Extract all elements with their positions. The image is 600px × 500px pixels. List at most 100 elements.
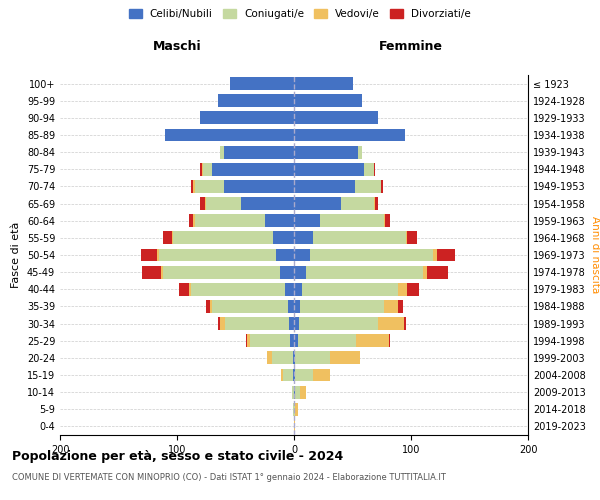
Bar <box>364 163 374 175</box>
Bar <box>300 300 384 313</box>
Bar <box>380 180 383 193</box>
Bar <box>427 266 448 278</box>
Bar <box>293 403 294 415</box>
Bar <box>294 420 295 433</box>
Bar <box>220 146 224 158</box>
Bar <box>230 77 294 90</box>
Bar <box>355 180 380 193</box>
Bar <box>294 403 295 415</box>
Bar <box>189 283 191 296</box>
Bar <box>172 232 173 244</box>
Bar <box>203 163 212 175</box>
Bar <box>295 386 300 398</box>
Bar <box>295 352 330 364</box>
Bar <box>293 368 294 382</box>
Bar <box>292 386 294 398</box>
Bar <box>294 368 295 382</box>
Bar <box>294 352 295 364</box>
Bar <box>299 317 378 330</box>
Bar <box>200 163 202 175</box>
Bar <box>433 248 437 262</box>
Bar <box>378 317 404 330</box>
Bar <box>389 334 390 347</box>
Bar <box>163 232 172 244</box>
Bar <box>422 266 427 278</box>
Bar <box>193 180 194 193</box>
Bar <box>247 334 250 347</box>
Bar <box>265 214 294 227</box>
Bar <box>277 248 294 262</box>
Bar <box>193 214 194 227</box>
Bar <box>358 146 362 158</box>
Bar <box>407 283 419 296</box>
Bar <box>437 248 455 262</box>
Bar <box>294 300 300 313</box>
Bar <box>218 317 220 330</box>
Bar <box>384 214 385 227</box>
Bar <box>206 197 241 210</box>
Bar <box>281 368 283 382</box>
Bar <box>404 317 406 330</box>
Bar <box>330 352 359 364</box>
Bar <box>218 94 294 107</box>
Bar <box>374 197 375 210</box>
Bar <box>206 300 210 313</box>
Bar <box>272 352 293 364</box>
Bar <box>160 248 277 262</box>
Bar <box>294 317 299 330</box>
Bar <box>200 112 294 124</box>
Bar <box>294 334 298 347</box>
Bar <box>191 283 284 296</box>
Bar <box>356 334 389 347</box>
Bar <box>224 146 294 158</box>
Bar <box>289 317 294 330</box>
Bar <box>284 283 294 296</box>
Bar <box>313 368 330 382</box>
Bar <box>294 197 341 210</box>
Bar <box>194 180 224 193</box>
Bar <box>407 232 417 244</box>
Bar <box>306 266 422 278</box>
Bar <box>225 317 289 330</box>
Bar <box>267 352 272 364</box>
Bar <box>294 283 302 296</box>
Bar <box>294 146 358 158</box>
Bar <box>398 300 403 313</box>
Bar <box>194 214 265 227</box>
Bar <box>141 248 157 262</box>
Bar <box>224 180 294 193</box>
Bar <box>273 232 294 244</box>
Bar <box>200 197 205 210</box>
Bar <box>294 163 364 175</box>
Bar <box>212 163 294 175</box>
Bar <box>294 128 405 141</box>
Bar <box>294 386 295 398</box>
Bar <box>406 232 407 244</box>
Legend: Celibi/Nubili, Coniugati/e, Vedovi/e, Divorziati/e: Celibi/Nubili, Coniugati/e, Vedovi/e, Di… <box>125 5 475 24</box>
Bar <box>300 386 306 398</box>
Bar <box>205 197 206 210</box>
Bar <box>294 214 320 227</box>
Bar <box>294 112 378 124</box>
Bar <box>341 197 374 210</box>
Bar <box>294 232 313 244</box>
Bar <box>375 197 378 210</box>
Bar <box>250 334 290 347</box>
Bar <box>179 283 188 296</box>
Bar <box>173 232 273 244</box>
Text: Maschi: Maschi <box>152 40 202 52</box>
Bar <box>293 352 294 364</box>
Bar <box>246 334 247 347</box>
Bar <box>298 334 356 347</box>
Bar <box>313 232 406 244</box>
Bar <box>295 368 313 382</box>
Bar <box>294 94 362 107</box>
Bar <box>163 266 280 278</box>
Bar <box>290 334 294 347</box>
Bar <box>191 180 193 193</box>
Bar <box>188 214 193 227</box>
Bar <box>385 214 390 227</box>
Bar <box>161 266 163 278</box>
Bar <box>280 266 294 278</box>
Bar <box>212 300 288 313</box>
